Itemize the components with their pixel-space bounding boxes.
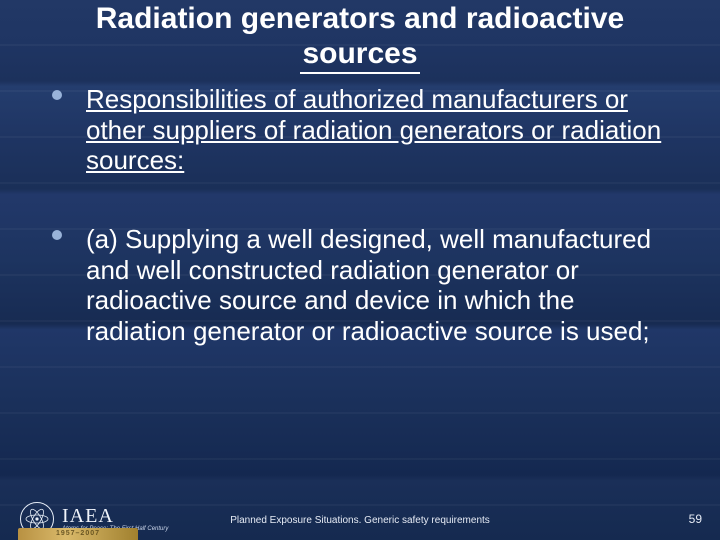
year-range-bar: 1957–2007 — [18, 528, 138, 540]
title-line-2-underlined: sources — [300, 37, 419, 75]
bullet-text: (a) Supplying a well designed, well manu… — [86, 224, 651, 346]
slide-title: Radiation generators and radioactive sou… — [0, 0, 720, 74]
bullet-dot-icon — [52, 90, 62, 100]
title-line-1: Radiation generators and radioactive — [30, 2, 690, 37]
footer-caption: Planned Exposure Situations. Generic saf… — [0, 515, 720, 526]
bullet-item: Responsibilities of authorized manufactu… — [52, 84, 668, 176]
bullet-text: Responsibilities of authorized manufactu… — [86, 84, 661, 175]
bullet-list: Responsibilities of authorized manufactu… — [0, 74, 720, 347]
bullet-item: (a) Supplying a well designed, well manu… — [52, 224, 668, 347]
slide-container: Radiation generators and radioactive sou… — [0, 0, 720, 540]
bullet-dot-icon — [52, 230, 62, 240]
slide-footer: IAEA Atoms for Peace: The First Half Cen… — [0, 484, 720, 540]
year-range-text: 1957–2007 — [56, 530, 100, 537]
page-number: 59 — [689, 512, 702, 526]
